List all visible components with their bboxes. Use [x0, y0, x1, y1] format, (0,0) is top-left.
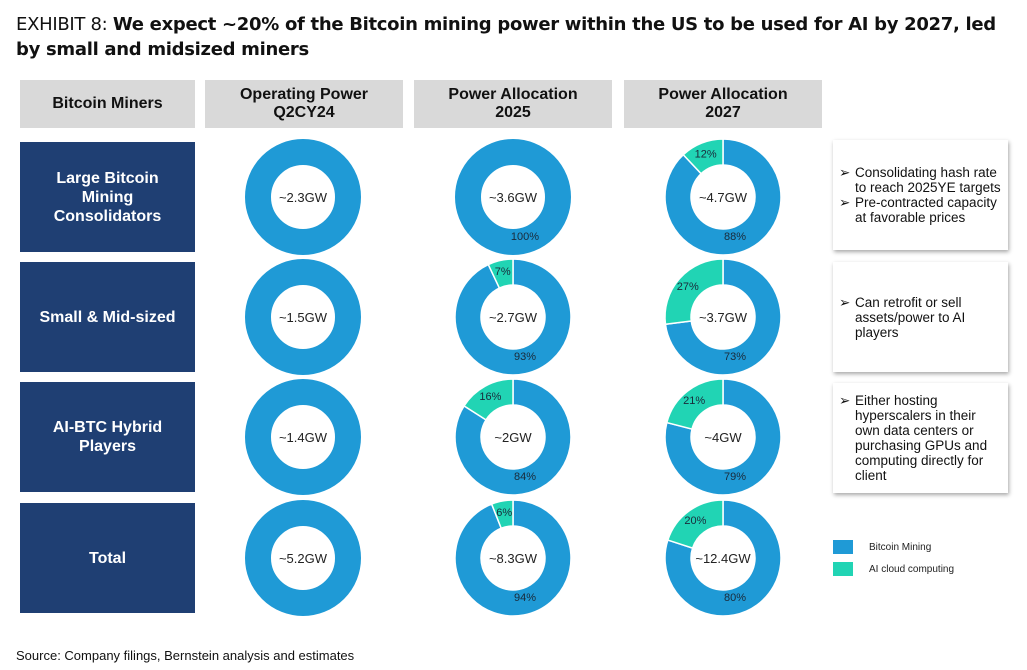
donut-segment-bitcoin [245, 500, 361, 616]
donut-center-label: ~1.5GW [279, 310, 328, 325]
donut-segment-ai [682, 138, 724, 175]
header-allocation-2025: Power Allocation 2025 [414, 80, 612, 128]
donut-center-label: ~1.4GW [279, 430, 328, 445]
ai-share-label: 21% [683, 395, 705, 407]
donut-segment-bitcoin [245, 379, 361, 495]
exhibit-label: EXHIBIT 8: [16, 14, 113, 35]
donut-center-label: ~8.3GW [489, 551, 538, 566]
donut-center-label: ~2GW [494, 430, 532, 445]
bullet-icon: ➢ [839, 165, 851, 180]
header-bitcoin-miners: Bitcoin Miners [20, 80, 195, 128]
bitcoin-share-label: 93% [514, 351, 536, 363]
legend-swatch-teal [833, 562, 853, 576]
bitcoin-share-label: 84% [514, 471, 536, 483]
header-operating-power: Operating Power Q2CY24 [205, 80, 403, 128]
bitcoin-share-label: 79% [724, 471, 746, 483]
exhibit-title: EXHIBIT 8: We expect ~20% of the Bitcoin… [16, 12, 1016, 62]
bitcoin-share-label: 100% [511, 231, 539, 243]
ai-share-label: 6% [496, 507, 512, 519]
donut-center-label: ~12.4GW [695, 551, 751, 566]
note-hybrid: ➢ Either hosting hyperscalers in their ow… [833, 383, 1008, 493]
note-text: Either hosting hyperscalers in their own… [855, 393, 988, 483]
legend-ai-cloud: AI cloud computing [833, 562, 954, 576]
note-large: ➢ Consolidating hash rate to reach 2025YE… [833, 140, 1008, 250]
donut-segment-bitcoin [454, 499, 572, 617]
donut-segment-bitcoin [664, 258, 782, 376]
bitcoin-share-label: 80% [724, 592, 746, 604]
note-text: Consolidating hash rate to reach 2025YE … [855, 165, 1001, 195]
bitcoin-share-label: 73% [724, 351, 746, 363]
donut-center-label: ~4GW [704, 430, 742, 445]
donut-segment-bitcoin [454, 258, 572, 376]
donut-segment-bitcoin [454, 378, 572, 496]
donut-segment-bitcoin [245, 259, 361, 375]
donut-segment-ai [490, 499, 514, 530]
donut-segment-bitcoin [245, 139, 361, 255]
note-text: Can retrofit or sell assets/power to AI … [855, 294, 966, 340]
donut-center-label: ~2.7GW [489, 310, 538, 325]
donut-center-label: ~2.3GW [279, 190, 328, 205]
header-allocation-2027: Power Allocation 2027 [624, 80, 822, 128]
donut-segment-ai [664, 258, 724, 326]
bitcoin-share-label: 88% [724, 231, 746, 243]
donut-center-label: ~3.6GW [489, 190, 538, 205]
donut-segment-bitcoin [664, 378, 782, 496]
legend-label: Bitcoin Mining [869, 541, 932, 553]
legend-bitcoin-mining: Bitcoin Mining [833, 540, 931, 554]
donut-segment-ai [487, 258, 514, 290]
donut-center-label: ~4.7GW [699, 190, 748, 205]
title-text: We expect ~20% of the Bitcoin mining pow… [16, 14, 996, 60]
ai-share-label: 12% [695, 148, 717, 160]
bullet-icon: ➢ [839, 294, 851, 310]
ai-share-label: 16% [479, 391, 501, 403]
donut-segment-ai [665, 378, 724, 430]
donut-segment-bitcoin [455, 139, 571, 255]
bullet-icon: ➢ [839, 195, 851, 210]
legend-label: AI cloud computing [869, 563, 955, 575]
legend-swatch-blue [833, 540, 853, 554]
donut-segment-ai [666, 499, 724, 550]
row-label-hybrid: AI-BTC Hybrid Players [20, 382, 195, 492]
note-small-mid: ➢ Can retrofit or sell assets/power to AI… [833, 262, 1008, 372]
source-note: Source: Company filings, Bernstein analy… [16, 648, 355, 663]
donut-center-label: ~5.2GW [279, 551, 328, 566]
row-label-large: Large Bitcoin Mining Consolidators [20, 142, 195, 252]
row-label-small-mid: Small & Mid-sized [20, 262, 195, 372]
bitcoin-share-label: 94% [514, 592, 536, 604]
donut-segment-bitcoin [664, 138, 782, 256]
row-label-total: Total [20, 503, 195, 613]
bullet-icon: ➢ [839, 393, 851, 408]
donut-segment-bitcoin [664, 499, 782, 617]
ai-share-label: 20% [684, 515, 706, 527]
ai-share-label: 27% [677, 281, 699, 293]
note-text: Pre-contracted capacity at favorable pri… [855, 195, 997, 225]
donut-segment-ai [462, 378, 514, 421]
donut-center-label: ~3.7GW [699, 310, 748, 325]
ai-share-label: 7% [495, 266, 511, 278]
